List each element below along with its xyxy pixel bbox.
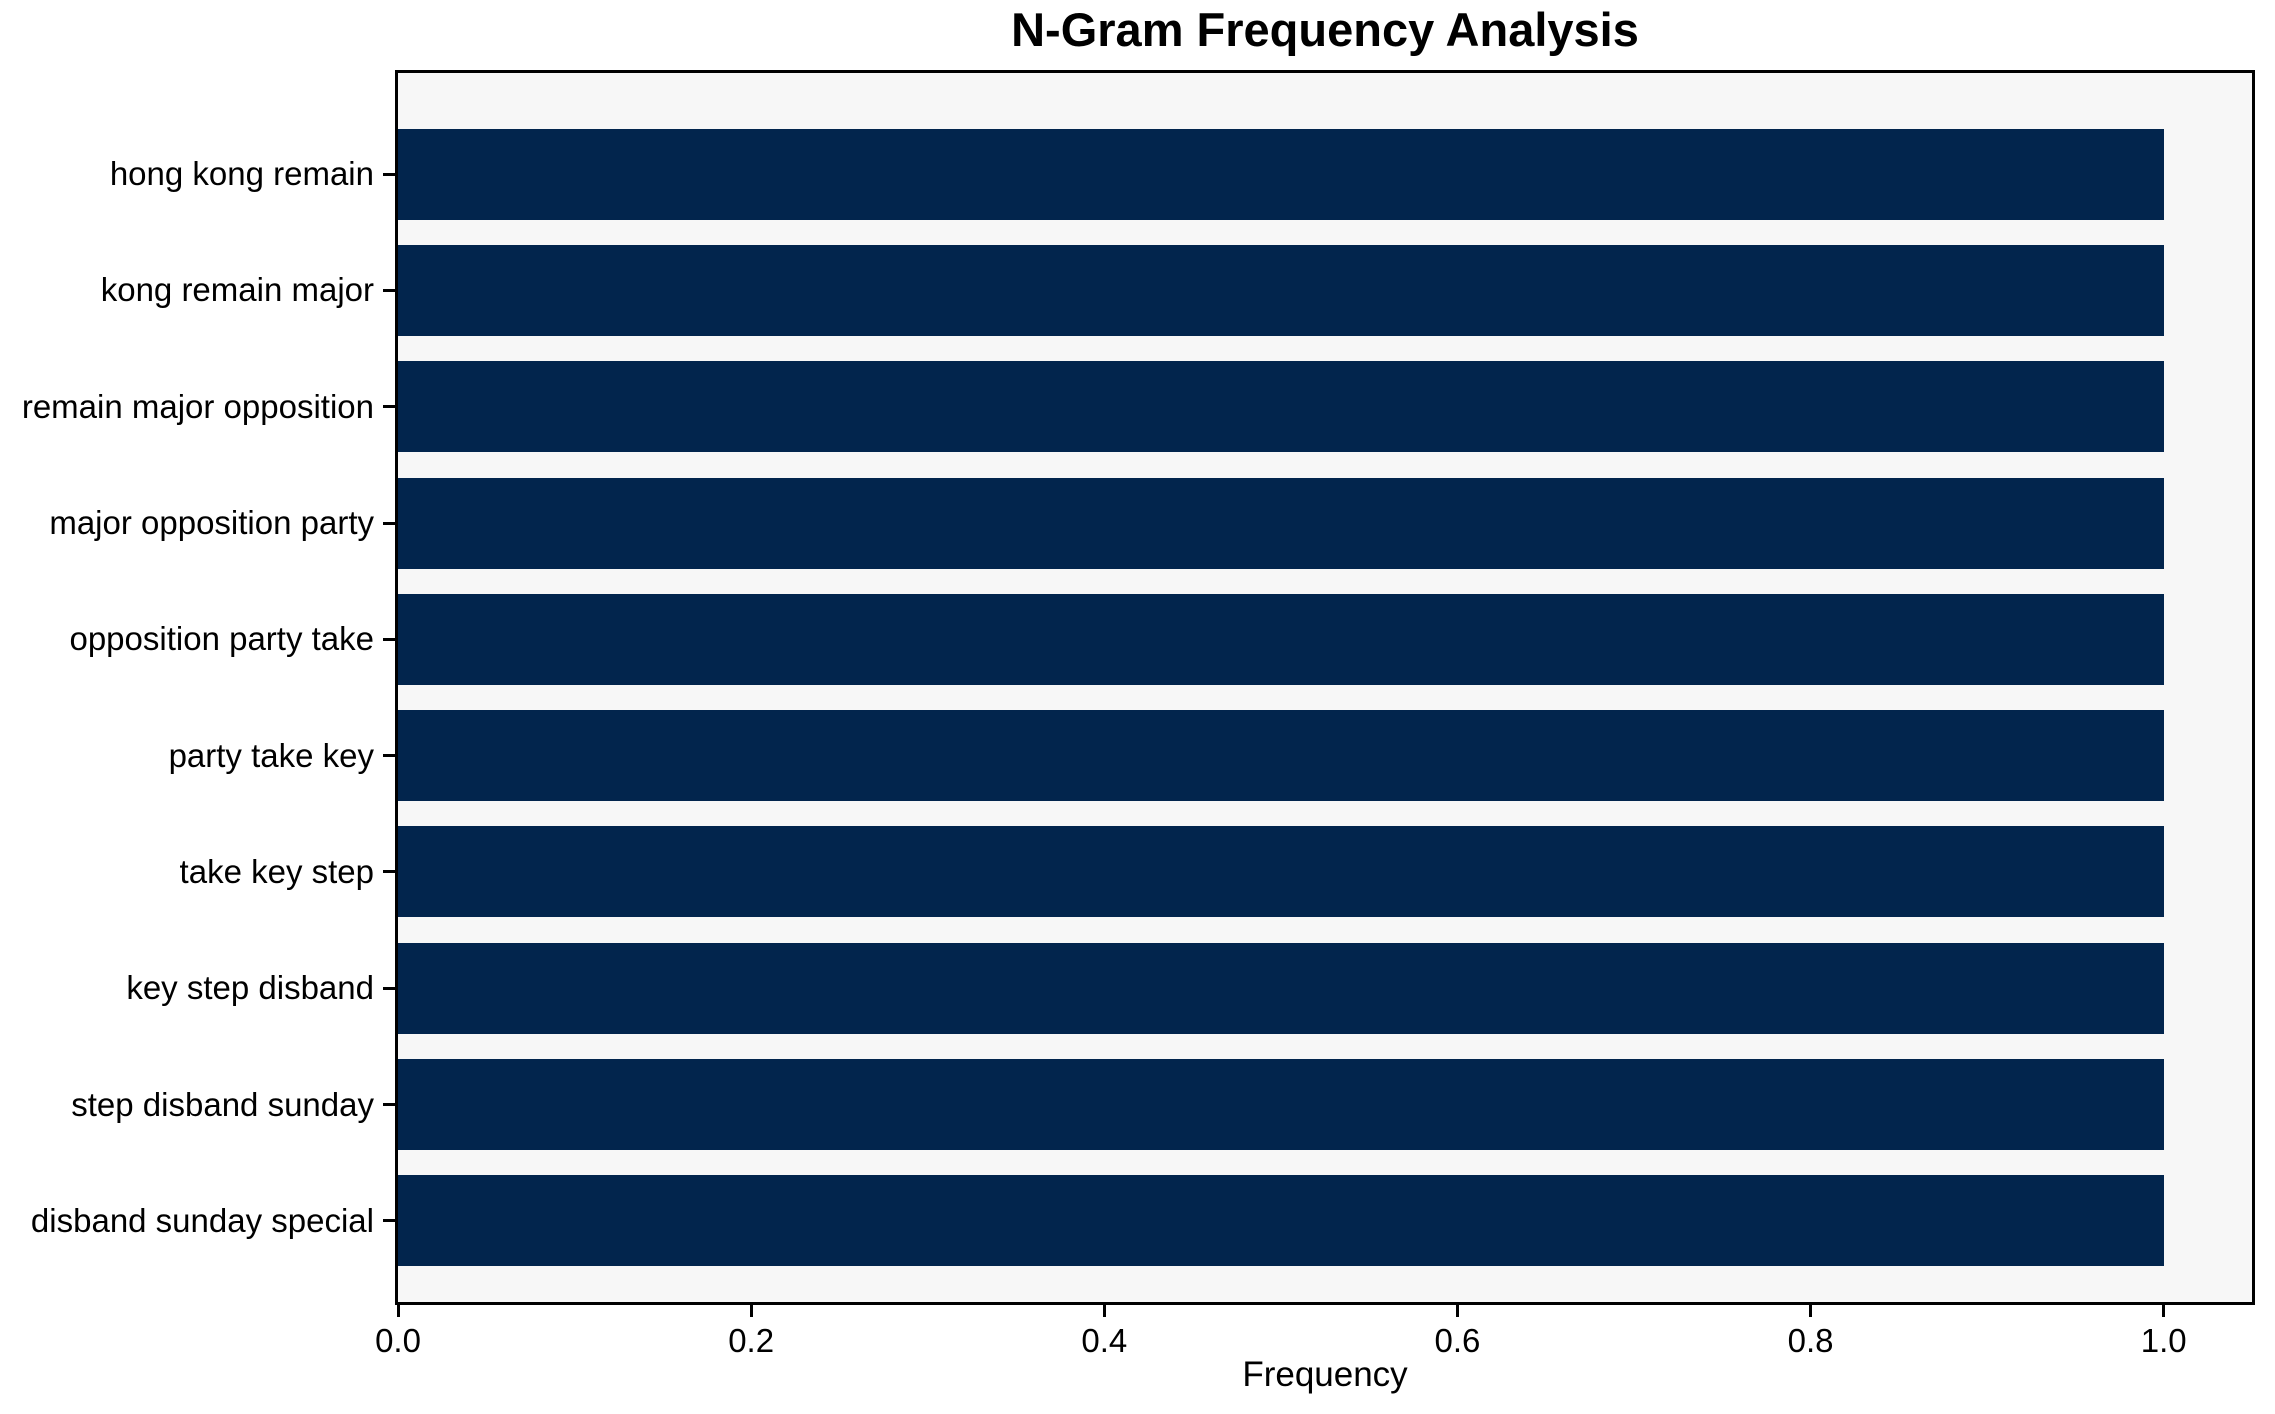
y-tick-mark <box>383 288 395 292</box>
x-tick-label: 0.6 <box>1434 1322 1481 1359</box>
x-tick-mark <box>2162 1305 2166 1317</box>
bar-disband-sunday-special <box>398 1175 2164 1267</box>
x-tick-label: 1.0 <box>2140 1322 2187 1359</box>
bar-party-take-key <box>398 710 2164 802</box>
x-tick-mark <box>1455 1305 1459 1317</box>
y-tick-mark <box>383 986 395 990</box>
bar-remain-major-opposition <box>398 361 2164 453</box>
bar-key-step-disband <box>398 942 2164 1034</box>
plot-area <box>395 70 2255 1305</box>
y-tick-mark <box>383 754 395 758</box>
y-tick-mark <box>383 521 395 525</box>
x-tick-label: 0.4 <box>1081 1322 1128 1359</box>
x-tick-label: 0.2 <box>728 1322 775 1359</box>
y-tick-mark <box>383 405 395 409</box>
x-tick-label: 0.8 <box>1787 1322 1834 1359</box>
x-axis-label: Frequency <box>1242 1355 1408 1394</box>
x-tick-mark <box>1102 1305 1106 1317</box>
y-tick-label: kong remain major <box>100 271 374 309</box>
y-tick-label: remain major opposition <box>21 387 374 425</box>
y-tick-label: disband sunday special <box>30 1201 374 1239</box>
y-tick-label: hong kong remain <box>109 155 374 193</box>
bar-take-key-step <box>398 826 2164 918</box>
x-tick-mark <box>1809 1305 1813 1317</box>
y-tick-label: major opposition party <box>49 504 374 542</box>
bar-kong-remain-major <box>398 244 2164 336</box>
y-tick-label: opposition party take <box>69 620 374 658</box>
y-tick-mark <box>383 172 395 176</box>
y-tick-mark <box>383 1103 395 1107</box>
bar-major-opposition-party <box>398 477 2164 569</box>
x-tick-label: 0.0 <box>375 1322 421 1359</box>
y-tick-mark <box>383 870 395 874</box>
y-tick-label: step disband sunday <box>71 1085 374 1123</box>
bar-step-disband-sunday <box>398 1059 2164 1151</box>
bar-hong-kong-remain <box>398 128 2164 220</box>
chart-title: N-Gram Frequency Analysis <box>1011 3 1639 56</box>
y-tick-label: party take key <box>168 736 374 774</box>
y-tick-label: key step disband <box>126 969 374 1007</box>
y-tick-label: take key step <box>179 852 374 890</box>
x-tick-mark <box>396 1305 400 1317</box>
x-tick-mark <box>749 1305 753 1317</box>
y-tick-mark <box>383 1219 395 1223</box>
y-tick-mark <box>383 637 395 641</box>
bar-opposition-party-take <box>398 593 2164 685</box>
